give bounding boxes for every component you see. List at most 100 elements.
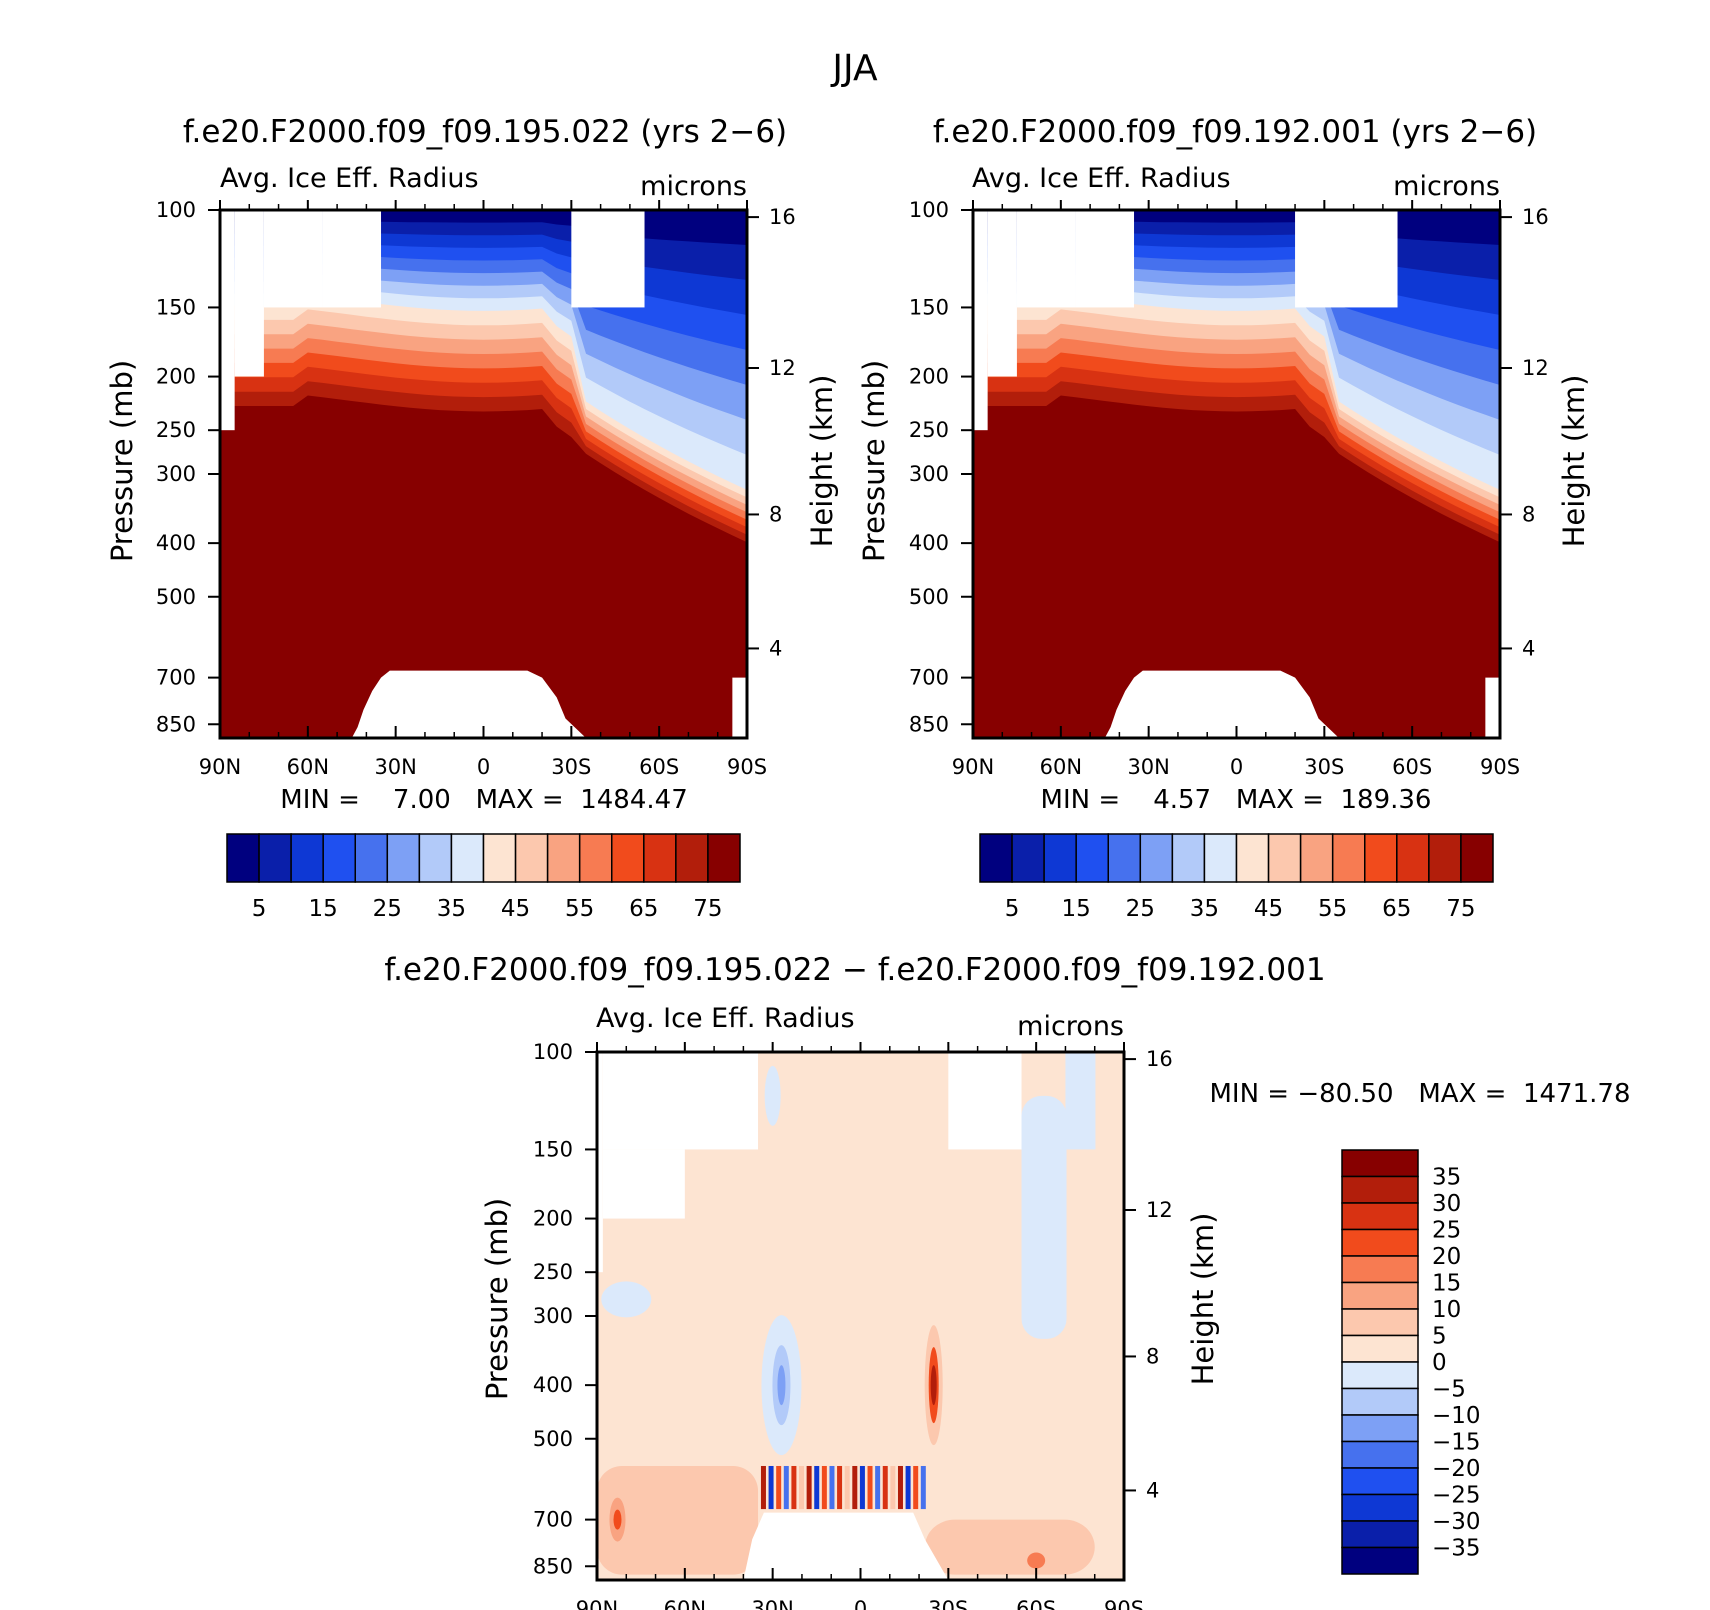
- panel-3-ylabel-right: Height (km): [1186, 1213, 1220, 1386]
- panel-1-colorbar-label-1: 15: [309, 896, 338, 922]
- panel-2-colorbar-label-3: 35: [1190, 896, 1219, 922]
- panel-1-band-16: [220, 395, 747, 738]
- panel-3-stripe-4: [783, 1465, 789, 1510]
- panel-1-colorbar-box-10: [546, 833, 581, 883]
- panel-3-colorbar-box-13: [1341, 1493, 1419, 1522]
- panel-3-colorbar-box-8: [1341, 1361, 1419, 1390]
- panel-1-colorbar-box-14: [675, 833, 709, 883]
- panel-3-stripe-6: [799, 1465, 805, 1510]
- panel-2-htick-label-2: 8: [1522, 502, 1535, 526]
- panel-3-colorbar-label-2: 25: [1432, 1218, 1461, 1244]
- panel-1-xtick-label-3: 0: [477, 755, 490, 779]
- panel-1-ytick-label-2: 200: [156, 365, 196, 389]
- panel-2-xtick-label-5: 60S: [1392, 755, 1432, 779]
- panel-3-patch-9: [924, 1519, 1095, 1575]
- panel-1-colorbar-label-5: 55: [565, 896, 594, 922]
- panel-3-stripe-2: [768, 1465, 774, 1510]
- panel-1-ytick-label-7: 700: [156, 666, 196, 690]
- panel-2-htick-label-0: 16: [1522, 205, 1549, 229]
- panel-3-htick-label-0: 16: [1146, 1047, 1173, 1071]
- panel-3-patch-1: [1021, 1095, 1067, 1339]
- panel-3-xtick-label-5: 60S: [1016, 1597, 1056, 1610]
- panel-1-htick-label-0: 16: [769, 205, 796, 229]
- panel-3-colorbar-box-1: [1341, 1175, 1419, 1204]
- panel-3-colorbar-label-11: −20: [1432, 1456, 1481, 1482]
- panel-2-min-max: MIN = 4.57 MAX = 189.36: [1041, 785, 1432, 815]
- panel-2-colorbar-label-1: 15: [1062, 896, 1091, 922]
- panel-1-colorbar: 5 15 25 35 45 55 65 75: [226, 833, 741, 922]
- panel-1-colorbar-label-3: 35: [437, 896, 466, 922]
- panel-1-mask-f: [571, 210, 645, 308]
- panel-3-plot-area: 90N 60N 30N 0 30S 60S 90S 100 150 200 250 300 400 500…: [533, 1040, 1173, 1610]
- panel-3-stripe-10: [829, 1465, 835, 1510]
- panel-3-stripe-5: [791, 1465, 797, 1510]
- panel-2-colorbar-box-4: [1107, 833, 1142, 883]
- panel-3-colorbar-box-15: [1341, 1546, 1419, 1575]
- panel-2-plot-area: 90N 60N 30N 0 30S 60S 90S 100 150 200 250 300 400 500…: [909, 198, 1549, 779]
- panel-2-colorbar-label-6: 65: [1382, 896, 1411, 922]
- panel-1-colorbar-box-2: [290, 833, 324, 883]
- panel-2-colorbar: 5 15 25 35 45 55 65 75: [979, 833, 1494, 922]
- panel-1-surface-mask: [351, 670, 586, 738]
- panel-3-surface-mask: [743, 1512, 949, 1580]
- panel-3-ytick-label-3: 250: [533, 1260, 573, 1284]
- panel-1-colorbar-box-0: [226, 833, 260, 883]
- panel-3-colorbar-label-5: 10: [1432, 1297, 1461, 1323]
- panel-3-colorbar-box-3: [1341, 1228, 1419, 1257]
- panel-1-mask-edge: [732, 677, 747, 738]
- panel-3-patch-8: [597, 1465, 759, 1575]
- panel-3-colorbar-box-0: [1341, 1149, 1419, 1178]
- panel-3-colorbar-box-4: [1341, 1255, 1419, 1284]
- panel-3-colorbar-box-6: [1341, 1308, 1419, 1337]
- panel-1-colorbar-label-4: 45: [501, 896, 530, 922]
- panel-3-title: f.e20.F2000.f09_f09.195.022 − f.e20.F200…: [384, 952, 1325, 988]
- panel-1-min-max: MIN = 7.00 MAX = 1484.47: [280, 785, 687, 815]
- panel-2-colorbar-box-10: [1299, 833, 1334, 883]
- panel-3-patch-3: [764, 1065, 781, 1126]
- panel-2-colorbar-box-6: [1171, 833, 1206, 883]
- panel-3-colorbar-box-10: [1341, 1414, 1419, 1443]
- panel-1-colorbar-box-8: [482, 833, 517, 883]
- panel-1-ytick-label-4: 300: [156, 462, 196, 486]
- panel-3-colorbar-label-14: −35: [1432, 1536, 1481, 1562]
- panel-2-colorbar-box-7: [1203, 833, 1238, 883]
- panel-1-colorbar-box-5: [386, 833, 421, 883]
- panel-2-ytick-label-8: 850: [909, 712, 949, 736]
- panel-3-colorbar-box-14: [1341, 1520, 1419, 1549]
- panel-3-stripe-11: [837, 1465, 843, 1510]
- panel-3-patch-11: [613, 1509, 622, 1530]
- panel-2-ylabel: Pressure (mb): [857, 360, 891, 562]
- panel-2-colorbar-box-9: [1267, 833, 1302, 883]
- panel-3-stripe-15: [867, 1465, 873, 1510]
- panel-1-colorbar-box-7: [450, 833, 485, 883]
- panel-3-xtick-label-0: 90N: [576, 1597, 618, 1610]
- panel-2-units-label: microns: [1393, 171, 1500, 202]
- panel-2-colorbar-box-5: [1139, 833, 1174, 883]
- panel-2-mask-f: [1295, 210, 1398, 308]
- panel-3-colorbar-box-9: [1341, 1387, 1419, 1416]
- panel-2-colorbar-box-8: [1235, 833, 1270, 883]
- panel-3-ytick-label-0: 100: [533, 1040, 573, 1064]
- panel-3-stripe-9: [821, 1465, 827, 1510]
- panel-3-patch-4: [601, 1281, 652, 1318]
- panel-3-colorbar-label-1: 30: [1432, 1191, 1461, 1217]
- panel-1-colorbar-label-2: 25: [373, 896, 402, 922]
- panel-3-mask-d: [948, 1052, 1022, 1150]
- panel-3-stripe-3: [776, 1465, 782, 1510]
- panel-2-colorbar-box-12: [1364, 833, 1398, 883]
- panel-3-colorbar-box-7: [1341, 1334, 1419, 1363]
- panel-1-colorbar-box-1: [258, 833, 292, 883]
- panel-2-ylabel-right: Height (km): [1557, 375, 1591, 548]
- panel-3-stripe-8: [814, 1465, 820, 1510]
- panel-1-colorbar-box-9: [514, 833, 549, 883]
- panel-1-htick-label-1: 12: [769, 356, 796, 380]
- panel-3-colorbar-label-10: −15: [1432, 1430, 1481, 1456]
- panel-3-stripe-22: [920, 1465, 926, 1510]
- panel-1-mask-d: [322, 210, 382, 308]
- panel-3-min-max: MIN = −80.50 MAX = 1471.78: [1209, 1079, 1630, 1109]
- panel-2-colorbar-box-13: [1396, 833, 1430, 883]
- panel-2-colorbar-box-0: [979, 833, 1013, 883]
- panel-1-units-label: microns: [640, 171, 747, 202]
